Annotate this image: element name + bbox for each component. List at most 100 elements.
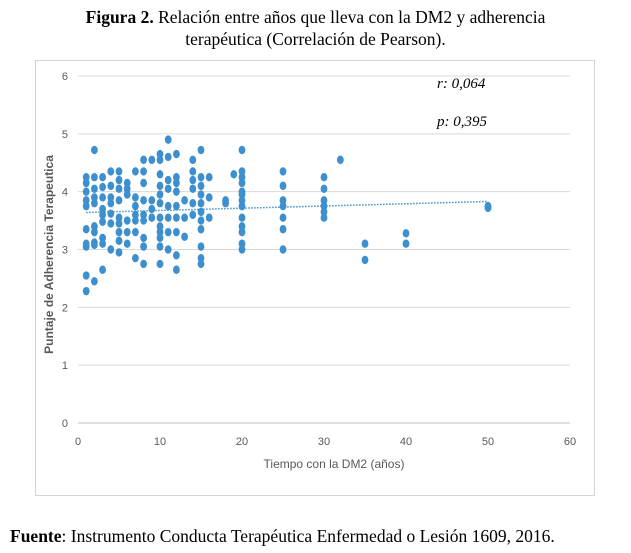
data-point [238, 178, 246, 188]
figure-source: Fuente: Instrumento Conducta Terapéutica… [10, 526, 625, 547]
data-point [82, 178, 90, 188]
data-point [320, 184, 328, 193]
data-point [173, 149, 180, 159]
data-point [140, 196, 147, 205]
annotation-r: r: 0,064 [437, 76, 486, 92]
data-point [402, 229, 410, 238]
annotation-p: p: 0,395 [436, 114, 487, 130]
data-point [238, 196, 246, 205]
data-point [82, 286, 90, 296]
data-point [181, 232, 189, 241]
data-point [156, 181, 164, 191]
data-point [91, 199, 98, 208]
y-tick-label: 4 [62, 187, 68, 199]
data-point [164, 135, 172, 144]
data-point [115, 219, 123, 228]
data-point [140, 167, 147, 176]
trendline [86, 200, 489, 214]
data-point [132, 167, 139, 176]
data-point [123, 239, 131, 248]
data-point [107, 199, 115, 208]
data-point [197, 216, 205, 225]
data-point [197, 199, 205, 208]
data-point [99, 173, 106, 182]
data-point [82, 173, 90, 182]
data-point [107, 181, 115, 191]
data-point [173, 251, 180, 260]
data-point [361, 255, 369, 265]
data-point [156, 213, 164, 222]
data-point [189, 175, 197, 185]
data-point [238, 190, 246, 199]
data-point [484, 203, 492, 213]
data-point [107, 193, 115, 202]
x-tick-label: 0 [75, 436, 81, 448]
data-point [279, 245, 287, 254]
x-tick-labels: 0 10 20 30 40 50 60 [75, 436, 576, 448]
data-point [173, 201, 180, 211]
data-point [132, 210, 139, 219]
data-point [91, 227, 98, 237]
grid-lines [78, 75, 570, 424]
data-point [156, 149, 164, 159]
data-point [205, 213, 213, 222]
y-tick-label: 6 [62, 71, 68, 83]
data-point [173, 173, 180, 182]
data-point [107, 167, 115, 176]
data-point [148, 196, 156, 205]
data-point [238, 213, 246, 222]
data-point [164, 152, 172, 162]
data-point [189, 199, 197, 208]
data-point [164, 213, 172, 222]
data-point [197, 207, 205, 217]
data-point [148, 155, 156, 165]
data-point [115, 236, 123, 246]
data-point [140, 233, 147, 243]
data-point [320, 207, 328, 217]
y-tick-labels: 0 1 2 3 4 5 6 [62, 71, 68, 430]
data-point [238, 239, 246, 248]
data-point [91, 145, 98, 155]
data-point [173, 187, 180, 196]
data-point [197, 225, 205, 234]
data-point [140, 259, 147, 269]
data-point [140, 216, 147, 225]
data-point [320, 213, 328, 222]
data-point [123, 227, 131, 237]
data-point [99, 233, 106, 243]
data-point [115, 167, 123, 176]
data-point [238, 222, 246, 231]
y-tick-label: 5 [62, 129, 68, 141]
data-point [197, 253, 205, 263]
data-point [91, 240, 98, 250]
data-point [107, 245, 115, 254]
data-point [156, 233, 164, 243]
data-point [99, 204, 106, 214]
data-point [205, 173, 213, 182]
data-point [107, 209, 115, 218]
source-text: : Instrumento Conducta Terapéutica Enfer… [61, 526, 555, 546]
data-point [148, 204, 156, 214]
data-point [82, 196, 90, 205]
data-point [164, 175, 172, 185]
caption-text-1: Relación entre años que lleva con la DM2… [153, 7, 546, 27]
data-point [115, 227, 123, 237]
data-point [197, 242, 205, 251]
caption-label: Figura 2. [85, 7, 154, 27]
y-tick-label: 2 [62, 302, 68, 314]
data-point [91, 222, 98, 231]
data-point [115, 213, 123, 222]
data-point [222, 199, 230, 208]
data-point [156, 242, 164, 251]
data-point [99, 193, 106, 202]
data-point [238, 173, 246, 182]
data-point [123, 184, 131, 193]
data-point [132, 201, 139, 211]
source-label: Fuente [10, 526, 62, 546]
data-point [123, 178, 131, 188]
data-point [91, 277, 98, 286]
data-point [140, 242, 147, 251]
data-point [197, 173, 205, 182]
data-point [99, 265, 106, 274]
data-point [140, 210, 147, 219]
